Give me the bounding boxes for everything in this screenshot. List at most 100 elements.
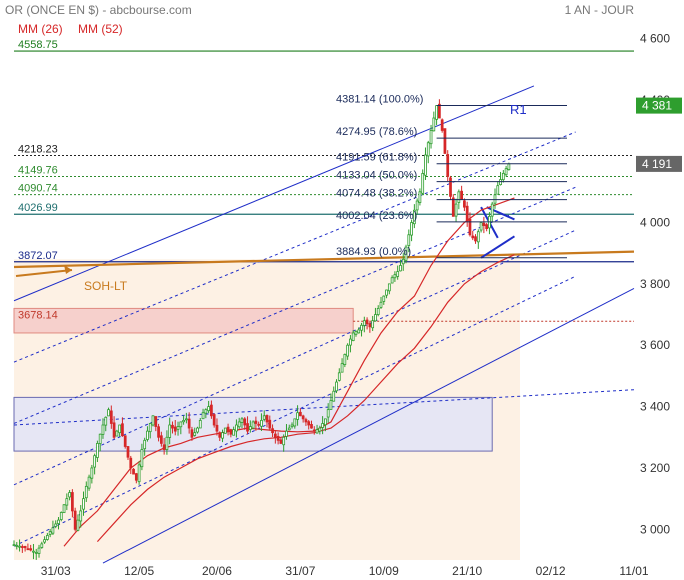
- candle-body: [132, 468, 135, 475]
- candle-body: [134, 473, 138, 481]
- candle-body: [20, 546, 24, 548]
- levels-layer: 4558.75 4218.23 4149.76 4090.74 4026.99 3872.…: [14, 39, 634, 322]
- candle-body: [104, 416, 108, 426]
- candle-body: [296, 412, 299, 420]
- candle-body: [285, 430, 288, 437]
- candle-body: [140, 449, 144, 468]
- candle-body: [54, 523, 58, 527]
- candle-body: [98, 433, 102, 445]
- candle-body: [418, 191, 422, 203]
- soh-lt-arrow-head: [64, 265, 72, 274]
- candle-body: [90, 467, 94, 479]
- candle-body: [401, 258, 405, 265]
- candle-body: [196, 427, 199, 433]
- candle-body: [379, 301, 383, 308]
- candle-body: [273, 433, 277, 438]
- candle-body: [371, 320, 375, 329]
- candle-body: [121, 423, 124, 437]
- candle-body: [265, 415, 269, 423]
- candle-body: [254, 420, 258, 424]
- candle-body: [73, 510, 77, 530]
- x-tick-label: 11/01: [619, 564, 648, 578]
- candle-body: [212, 414, 216, 426]
- candle-body: [59, 512, 63, 520]
- candle-body: [215, 424, 219, 432]
- candle-body: [37, 547, 41, 554]
- fib-label: 4381.14 (100.0%): [336, 94, 423, 106]
- candle-body: [246, 423, 249, 432]
- candles-layer: [12, 99, 511, 560]
- candle-body: [415, 200, 419, 211]
- r1-label: R1: [510, 102, 527, 117]
- candle-body: [343, 354, 347, 365]
- fib-label: 4133.04 (50.0%): [336, 170, 417, 182]
- price-badge: [636, 155, 682, 172]
- candle-body: [96, 443, 99, 458]
- candle-body: [176, 426, 180, 430]
- candle-body: [357, 329, 361, 334]
- y-tick-label: 3 400: [640, 400, 670, 414]
- candle-body: [115, 430, 119, 437]
- candle-body: [26, 548, 30, 551]
- candle-body: [435, 105, 438, 120]
- candle-body: [457, 191, 461, 203]
- price-badge: [636, 97, 682, 114]
- candle-body: [399, 265, 402, 272]
- resistance-zone: [13, 307, 354, 334]
- candle-body: [248, 426, 252, 430]
- candle-body: [387, 283, 391, 292]
- candle-body: [335, 381, 338, 392]
- level-label: 4090.74: [18, 183, 58, 195]
- soh-lt-label: SOH-LT: [84, 279, 128, 293]
- candle-body: [321, 423, 324, 428]
- support-dotted: [13, 389, 635, 426]
- candle-body: [351, 332, 355, 342]
- candle-body: [146, 430, 149, 440]
- candle-body: [393, 274, 397, 279]
- candle-body: [293, 418, 297, 427]
- candle-body: [465, 205, 469, 222]
- level-label: 4218.23: [18, 144, 58, 156]
- candle-body: [312, 429, 316, 432]
- candle-body: [34, 551, 38, 554]
- channel-mid-3: [13, 229, 576, 486]
- candle-body: [226, 426, 230, 432]
- x-tick-label: 12/05: [124, 564, 154, 578]
- candle-body: [365, 319, 369, 325]
- channel-mid-1: [13, 131, 576, 363]
- y-tick-label: 3 600: [640, 338, 670, 352]
- zones-layer: [13, 259, 521, 560]
- candle-body: [382, 295, 386, 302]
- candle-body: [15, 545, 19, 547]
- candle-body: [349, 338, 352, 346]
- y-tick-label: 3 000: [640, 522, 670, 536]
- trend-lines-layer: [13, 85, 635, 564]
- candle-body: [165, 436, 169, 450]
- candle-body: [76, 519, 80, 531]
- candle-body: [240, 418, 244, 423]
- candle-body: [65, 498, 69, 506]
- candle-body: [57, 519, 60, 524]
- candle-body: [129, 457, 133, 469]
- candle-body: [421, 173, 425, 194]
- candle-body: [29, 548, 33, 551]
- soh-lt-line: [13, 250, 635, 269]
- candle-body: [468, 218, 472, 236]
- candle-body: [476, 231, 480, 243]
- candle-body: [154, 416, 158, 427]
- candle-body: [210, 404, 213, 417]
- candle-body: [179, 421, 183, 428]
- candle-body: [87, 476, 91, 489]
- channel-bottom: [102, 288, 635, 564]
- candle-body: [168, 424, 172, 438]
- y-tick-label: 4 000: [640, 216, 670, 230]
- candle-body: [496, 185, 500, 195]
- candle-body: [279, 439, 283, 444]
- candle-body: [490, 203, 494, 217]
- y-tick-label: 4 600: [640, 31, 670, 45]
- candle-body: [482, 222, 486, 226]
- candle-body: [426, 142, 430, 157]
- candle-body: [424, 154, 427, 176]
- candle-body: [148, 423, 152, 433]
